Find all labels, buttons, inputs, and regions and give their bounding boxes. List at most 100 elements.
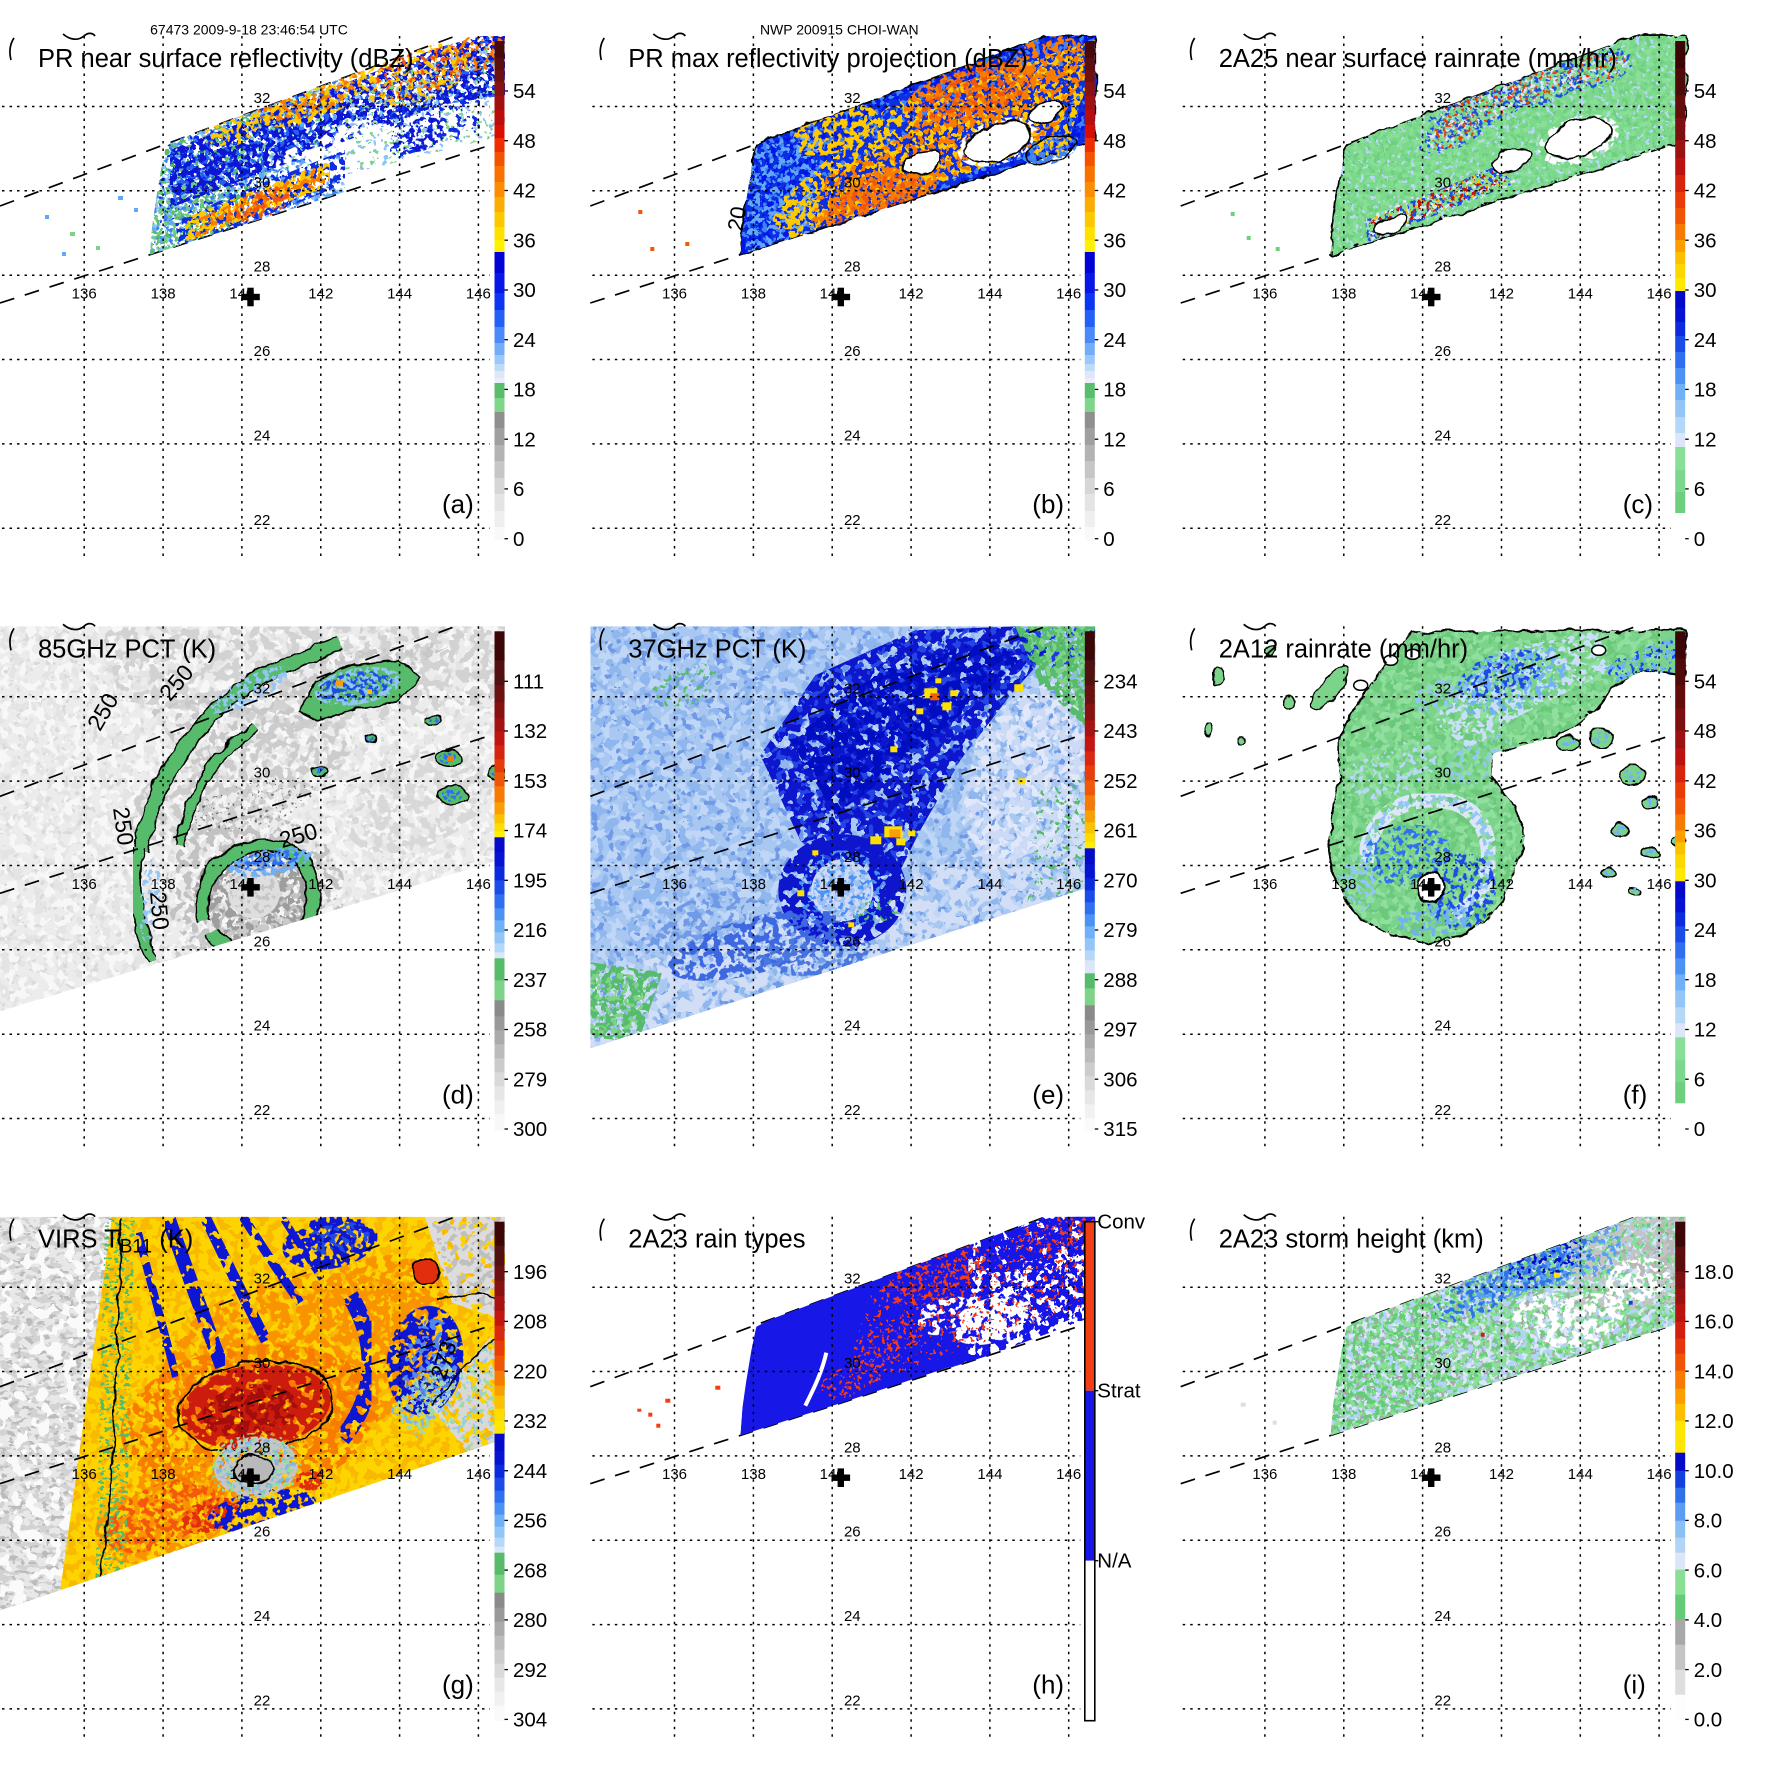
svg-text:36: 36	[1694, 229, 1717, 252]
svg-text:279: 279	[1103, 919, 1137, 942]
svg-text:146: 146	[466, 876, 491, 893]
svg-text:(i): (i)	[1623, 1670, 1646, 1700]
svg-text:26: 26	[254, 1524, 271, 1541]
svg-text:268: 268	[513, 1559, 547, 1582]
svg-text:54: 54	[1694, 80, 1717, 103]
svg-text:138: 138	[741, 1466, 766, 1483]
svg-text:136: 136	[72, 1466, 97, 1483]
svg-text:36: 36	[1694, 820, 1717, 843]
svg-text:136: 136	[72, 876, 97, 893]
svg-text:144: 144	[1568, 286, 1593, 303]
svg-text:85GHz PCT (K): 85GHz PCT (K)	[38, 635, 216, 663]
svg-text:142: 142	[308, 286, 333, 303]
svg-text:2A23 rain types: 2A23 rain types	[628, 1226, 805, 1254]
svg-text:136: 136	[1252, 1466, 1277, 1483]
svg-text:195: 195	[513, 870, 547, 893]
svg-text:0: 0	[513, 528, 524, 551]
svg-text:14.0: 14.0	[1694, 1360, 1734, 1383]
svg-text:(a): (a)	[442, 489, 474, 519]
svg-text:18: 18	[1694, 379, 1717, 402]
svg-text:220: 220	[513, 1360, 547, 1383]
svg-text:26: 26	[1434, 933, 1451, 950]
svg-text:136: 136	[662, 876, 687, 893]
svg-text:146: 146	[466, 286, 491, 303]
svg-text:288: 288	[1103, 969, 1137, 992]
svg-text:32: 32	[844, 1271, 861, 1288]
svg-text:6: 6	[1694, 478, 1705, 501]
svg-text:136: 136	[662, 286, 687, 303]
svg-text:26: 26	[1434, 1524, 1451, 1541]
svg-text:232: 232	[513, 1410, 547, 1433]
svg-text:142: 142	[899, 876, 924, 893]
svg-text:138: 138	[741, 876, 766, 893]
svg-text:22: 22	[1434, 512, 1451, 529]
svg-text:26: 26	[1434, 343, 1451, 360]
svg-text:24: 24	[1694, 919, 1717, 942]
svg-text:54: 54	[513, 80, 536, 103]
svg-text:32: 32	[254, 1271, 271, 1288]
svg-text:22: 22	[1434, 1102, 1451, 1119]
svg-text:138: 138	[151, 876, 176, 893]
svg-text:26: 26	[254, 933, 271, 950]
svg-text:132: 132	[513, 720, 547, 743]
svg-text:174: 174	[513, 820, 547, 843]
svg-text:208: 208	[513, 1311, 547, 1334]
svg-text:216: 216	[513, 919, 547, 942]
svg-text:142: 142	[308, 876, 333, 893]
svg-text:22: 22	[844, 1102, 861, 1119]
svg-text:24: 24	[1434, 427, 1451, 444]
svg-text:138: 138	[151, 286, 176, 303]
svg-text:PR max reflectivity projection: PR max reflectivity projection (dBZ)	[628, 45, 1028, 73]
svg-text:144: 144	[977, 876, 1002, 893]
svg-text:144: 144	[1568, 876, 1593, 893]
svg-text:30: 30	[1103, 279, 1126, 302]
svg-text:(h): (h)	[1032, 1670, 1064, 1700]
svg-text:26: 26	[844, 933, 861, 950]
svg-text:142: 142	[308, 1466, 333, 1483]
svg-text:146: 146	[1647, 286, 1672, 303]
svg-text:279: 279	[513, 1068, 547, 1091]
svg-text:0: 0	[1103, 528, 1114, 551]
svg-text:250: 250	[108, 805, 139, 847]
svg-text:28: 28	[844, 849, 861, 866]
svg-text:136: 136	[1252, 286, 1277, 303]
svg-text:22: 22	[844, 1693, 861, 1710]
svg-text:28: 28	[1434, 259, 1451, 276]
svg-text:22: 22	[1434, 1693, 1451, 1710]
svg-text:153: 153	[513, 770, 547, 793]
svg-text:32: 32	[1434, 1271, 1451, 1288]
svg-text:30: 30	[254, 174, 271, 191]
svg-text:VIRS TB11 (K): VIRS TB11 (K)	[38, 1226, 193, 1258]
svg-text:196: 196	[513, 1261, 547, 1284]
svg-text:24: 24	[1694, 329, 1717, 352]
svg-text:48: 48	[1694, 720, 1717, 743]
svg-text:30: 30	[844, 174, 861, 191]
svg-text:144: 144	[1568, 1466, 1593, 1483]
svg-text:138: 138	[1331, 286, 1356, 303]
svg-text:234: 234	[1103, 671, 1137, 694]
svg-text:142: 142	[1489, 876, 1514, 893]
svg-text:142: 142	[899, 1466, 924, 1483]
svg-text:42: 42	[1694, 770, 1717, 793]
svg-text:136: 136	[1252, 876, 1277, 893]
svg-text:42: 42	[1694, 180, 1717, 203]
svg-text:30: 30	[1694, 870, 1717, 893]
svg-text:54: 54	[1694, 671, 1717, 694]
svg-text:2A23 storm height (km): 2A23 storm height (km)	[1219, 1226, 1484, 1254]
svg-text:258: 258	[513, 1019, 547, 1042]
svg-text:(f): (f)	[1623, 1079, 1648, 1109]
svg-text:26: 26	[844, 1524, 861, 1541]
svg-text:12: 12	[1694, 428, 1717, 451]
svg-text:10.0: 10.0	[1694, 1460, 1734, 1483]
svg-text:24: 24	[254, 1608, 271, 1625]
svg-text:32: 32	[844, 680, 861, 697]
svg-text:144: 144	[387, 876, 412, 893]
svg-text:12.0: 12.0	[1694, 1410, 1734, 1433]
svg-text:2A12 rainrate (mm/hr): 2A12 rainrate (mm/hr)	[1219, 635, 1468, 663]
svg-text:Strat: Strat	[1097, 1380, 1141, 1403]
svg-text:8.0: 8.0	[1694, 1510, 1723, 1533]
svg-text:24: 24	[844, 1608, 861, 1625]
svg-text:4.0: 4.0	[1694, 1609, 1723, 1632]
svg-text:6: 6	[1694, 1068, 1705, 1091]
svg-text:280: 280	[513, 1609, 547, 1632]
